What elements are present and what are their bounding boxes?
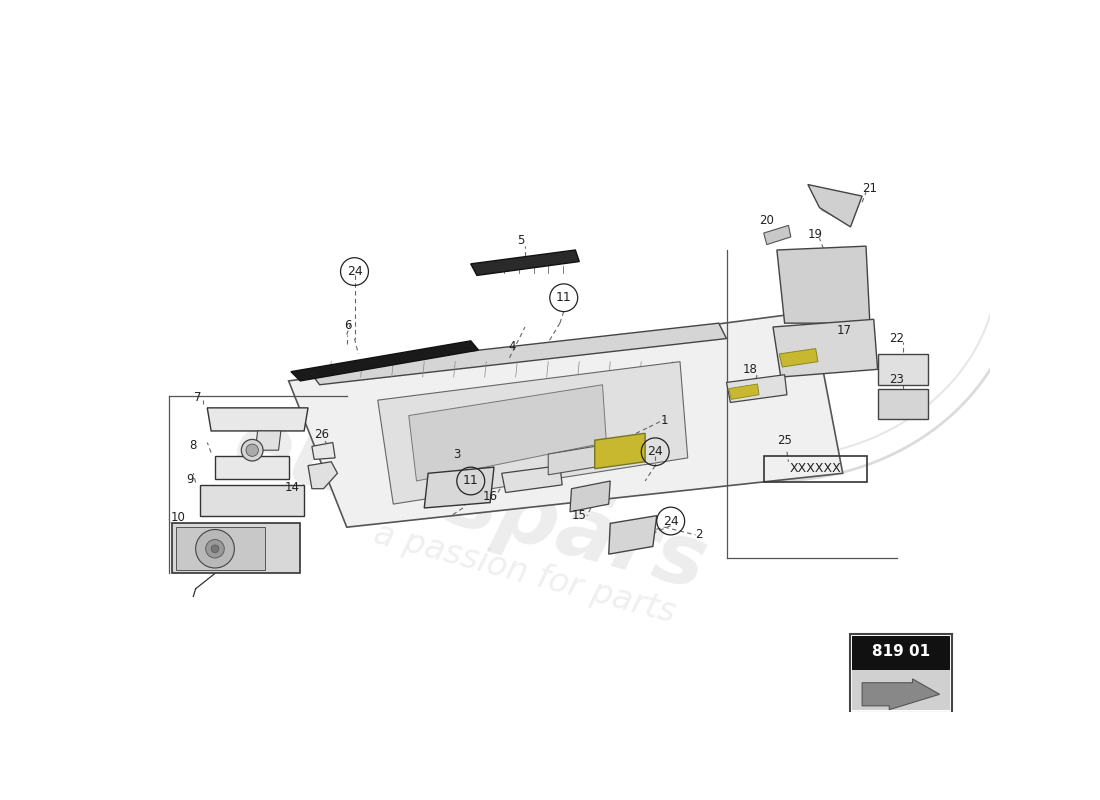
Polygon shape (425, 467, 494, 508)
Polygon shape (377, 362, 688, 504)
Polygon shape (502, 466, 562, 493)
Circle shape (211, 545, 219, 553)
Polygon shape (729, 384, 759, 399)
FancyBboxPatch shape (852, 636, 949, 670)
Polygon shape (878, 389, 928, 419)
Text: 10: 10 (170, 511, 185, 525)
Circle shape (246, 444, 258, 456)
Text: 2: 2 (695, 529, 703, 542)
Text: 19: 19 (808, 228, 823, 241)
Polygon shape (207, 408, 308, 431)
Text: 23: 23 (890, 373, 904, 386)
Text: 26: 26 (315, 428, 330, 442)
Text: 21: 21 (862, 182, 878, 195)
Polygon shape (308, 462, 338, 489)
Text: 22: 22 (890, 332, 904, 345)
Polygon shape (608, 516, 657, 554)
Polygon shape (570, 481, 611, 512)
Polygon shape (595, 434, 645, 469)
Text: eurospärs: eurospärs (226, 400, 716, 608)
Text: 14: 14 (285, 481, 300, 494)
Polygon shape (173, 523, 300, 574)
Text: 24: 24 (663, 514, 679, 527)
Text: 6: 6 (344, 319, 352, 332)
Polygon shape (779, 349, 818, 367)
Polygon shape (308, 323, 726, 385)
FancyBboxPatch shape (849, 634, 952, 713)
Polygon shape (471, 250, 580, 275)
Polygon shape (176, 527, 265, 570)
Text: 7: 7 (195, 391, 201, 404)
Text: 4: 4 (509, 340, 516, 353)
Text: 8: 8 (189, 439, 197, 452)
Text: 17: 17 (837, 324, 851, 338)
Polygon shape (726, 374, 786, 402)
Polygon shape (548, 446, 595, 475)
Polygon shape (255, 431, 280, 450)
Polygon shape (862, 679, 939, 710)
Text: 16: 16 (483, 490, 497, 503)
Text: 3: 3 (453, 447, 461, 461)
Circle shape (206, 539, 224, 558)
Text: 20: 20 (759, 214, 774, 227)
Text: 24: 24 (647, 446, 663, 458)
Text: 819 01: 819 01 (872, 645, 930, 659)
Circle shape (241, 439, 263, 461)
Circle shape (196, 530, 234, 568)
Polygon shape (288, 311, 843, 527)
Text: 5: 5 (517, 234, 525, 247)
Text: XXXXXX: XXXXXX (790, 462, 842, 475)
Text: 18: 18 (742, 363, 757, 376)
Polygon shape (807, 185, 862, 227)
Text: 1: 1 (661, 414, 669, 427)
Polygon shape (292, 341, 478, 381)
Text: 9: 9 (186, 473, 194, 486)
Text: 11: 11 (463, 474, 478, 487)
Polygon shape (199, 485, 304, 516)
Polygon shape (777, 246, 870, 323)
Text: 15: 15 (572, 509, 586, 522)
Text: 25: 25 (778, 434, 792, 447)
Polygon shape (312, 442, 336, 459)
Text: a passion for parts: a passion for parts (371, 517, 680, 630)
Polygon shape (214, 456, 288, 479)
Polygon shape (763, 226, 791, 245)
FancyBboxPatch shape (852, 670, 949, 710)
Text: 24: 24 (346, 265, 362, 278)
Text: 11: 11 (556, 291, 572, 304)
Polygon shape (409, 385, 606, 481)
Polygon shape (878, 354, 928, 385)
Polygon shape (773, 319, 878, 377)
